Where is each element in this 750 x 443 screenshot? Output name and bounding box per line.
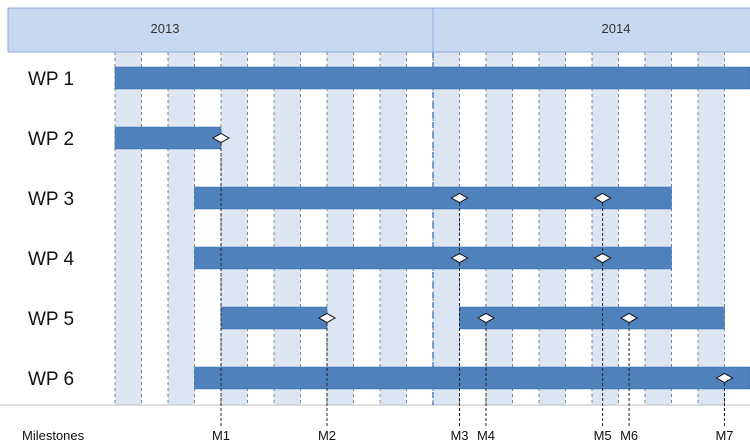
task-bar <box>220 306 328 330</box>
column-band <box>274 52 301 405</box>
milestone-label: M4 <box>477 428 495 443</box>
timeline-header: 2013 2014 <box>7 7 750 53</box>
milestone-label: M2 <box>318 428 336 443</box>
column-band <box>698 52 725 405</box>
column-band <box>433 52 460 405</box>
row-labels: WP 1 WP 2 WP 3 WP 4 WP 5 WP 6 <box>28 69 75 390</box>
column-band <box>380 52 407 405</box>
milestone-diamond <box>450 192 469 204</box>
task-bar <box>194 186 672 210</box>
task-bar <box>114 126 222 150</box>
row-label: WP 1 <box>28 69 74 90</box>
milestone-diamond <box>593 192 612 204</box>
milestone-label: M3 <box>450 428 468 443</box>
row-label: WP 5 <box>28 309 74 330</box>
milestone-diamond <box>593 252 612 264</box>
milestone-diamond <box>450 252 469 264</box>
milestone-label: M5 <box>594 428 612 443</box>
column-band <box>539 52 566 405</box>
milestone-label: M7 <box>715 428 733 443</box>
row-label: WP 4 <box>28 249 75 270</box>
column-band <box>327 52 354 405</box>
task-bar <box>194 366 750 390</box>
milestone-label: M1 <box>212 428 230 443</box>
task-bar <box>114 66 750 90</box>
milestone-diamond <box>620 312 639 324</box>
column-band <box>168 52 195 405</box>
task-bars <box>114 66 750 390</box>
row-label: WP 6 <box>28 369 74 390</box>
row-label: WP 2 <box>28 129 74 150</box>
column-band <box>645 52 672 405</box>
header-band <box>7 7 750 53</box>
column-band <box>486 52 513 405</box>
milestones-axis-label: Milestones <box>22 428 85 443</box>
milestone-markers <box>211 132 734 384</box>
year-label-2014: 2014 <box>602 21 631 36</box>
column-band <box>115 52 142 405</box>
milestone-diamond <box>715 372 734 384</box>
task-bar <box>459 306 725 330</box>
column-band <box>221 52 248 405</box>
milestone-diamond <box>476 312 496 324</box>
task-bar <box>194 246 672 270</box>
milestone-lines <box>220 138 725 428</box>
milestone-labels: M1 M2 M3 M4 M5 M6 M7 Milestones <box>22 428 734 443</box>
milestone-diamond <box>211 132 231 144</box>
column-bands <box>0 52 750 406</box>
milestone-diamond <box>317 312 337 324</box>
year-label-2013: 2013 <box>151 21 180 36</box>
column-band <box>592 52 619 405</box>
row-label: WP 3 <box>28 189 74 210</box>
milestone-label: M6 <box>620 428 638 443</box>
